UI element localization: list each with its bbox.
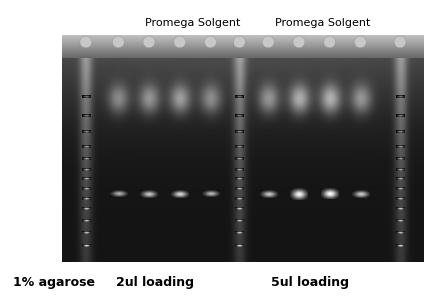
Ellipse shape [293, 36, 305, 48]
Text: 2ul loading: 2ul loading [116, 276, 194, 289]
Ellipse shape [174, 36, 186, 48]
Ellipse shape [262, 36, 274, 48]
Ellipse shape [233, 36, 246, 48]
Text: Promega Solgent: Promega Solgent [275, 18, 370, 28]
Text: 1% agarose: 1% agarose [13, 276, 95, 289]
Text: Promega Solgent: Promega Solgent [144, 18, 240, 28]
Ellipse shape [394, 36, 406, 48]
Ellipse shape [143, 36, 155, 48]
Text: 5ul loading: 5ul loading [270, 276, 349, 289]
Ellipse shape [80, 36, 92, 48]
Ellipse shape [324, 36, 336, 48]
Ellipse shape [354, 36, 366, 48]
Ellipse shape [204, 36, 216, 48]
Ellipse shape [112, 36, 124, 48]
